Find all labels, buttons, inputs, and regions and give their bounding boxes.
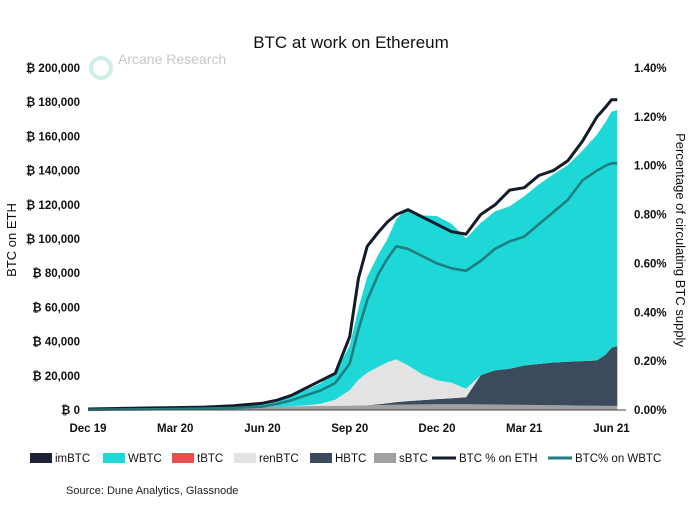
- area-wbtc: [88, 110, 618, 409]
- y-tick-label: ₿ 200,000: [26, 63, 80, 75]
- x-tick-label: Sep 20: [331, 423, 368, 435]
- y-tick-label: ₿ 60,000: [32, 302, 80, 314]
- legend-label: sBTC: [399, 453, 428, 465]
- legend-item-wbtc: WBTC: [103, 453, 162, 465]
- y-tick-label: ₿ 40,000: [32, 337, 80, 349]
- x-tick-label: Jun 21: [593, 423, 630, 435]
- x-axis: Dec 19 Mar 20 Jun 20 Sep 20 Dec 20 Mar 21 Jun …: [69, 423, 630, 435]
- y-tick-label: ₿ 120,000: [26, 200, 80, 212]
- x-tick-label: Dec 20: [418, 423, 455, 435]
- legend-item-hbtc: HBTC: [310, 453, 366, 465]
- line-btc-pct-on-eth: [87, 98, 618, 411]
- y-axis-left: ₿ 0 ₿ 20,000 ₿ 40,000 ₿ 60,000 ₿ 80,000 ₿ 100…: [26, 63, 80, 417]
- legend-label: BTC % on ETH: [459, 453, 538, 465]
- x-tick-label: Mar 20: [157, 423, 193, 435]
- y2-tick-label: 1.20%: [634, 112, 667, 124]
- legend-item-btc-pct-on-eth: BTC % on ETH: [432, 453, 538, 465]
- y-tick-label: ₿ 160,000: [26, 131, 80, 143]
- y-tick-label: ₿ 0: [61, 405, 80, 417]
- legend-item-renbtc: renBTC: [234, 453, 299, 465]
- area-hbtc: [88, 346, 618, 409]
- legend-label: BTC% on WBTC: [575, 453, 661, 465]
- y-tick-label: ₿ 140,000: [26, 166, 80, 178]
- legend-swatch: [172, 453, 194, 463]
- x-tick-label: Jun 20: [244, 423, 280, 435]
- legend-swatch: [374, 453, 396, 463]
- chart-title: BTC at work on Ethereum: [253, 33, 449, 52]
- y-tick-label: ₿ 80,000: [32, 268, 80, 280]
- legend-label: HBTC: [335, 453, 366, 465]
- stacked-areas: [88, 110, 618, 410]
- logo-icon: [89, 56, 113, 80]
- y2-tick-label: 0.20%: [634, 356, 667, 368]
- y-axis-label: BTC on ETH: [4, 203, 19, 277]
- area-renbtc: [88, 346, 618, 409]
- source-note: Source: Dune Analytics, Glassnode: [66, 485, 238, 497]
- legend-item-imbtc: imBTC: [30, 453, 90, 465]
- x-tick-label: Mar 21: [506, 423, 543, 435]
- legend: imBTC WBTC tBTC renBTC HBTC sBTC BTC % on ETH B…: [30, 453, 661, 465]
- y-tick-label: ₿ 180,000: [26, 97, 80, 109]
- legend-label: imBTC: [55, 453, 90, 465]
- legend-swatch: [103, 453, 125, 463]
- y-tick-label: ₿ 100,000: [26, 234, 80, 246]
- legend-label: renBTC: [259, 453, 299, 465]
- y2-tick-label: 1.40%: [634, 63, 667, 75]
- y2-tick-label: 1.00%: [634, 161, 667, 173]
- legend-item-tbtc: tBTC: [172, 453, 223, 465]
- legend-swatch: [234, 453, 256, 463]
- y-axis-right: 0.00% 0.20% 0.40% 0.60% 0.80% 1.00% 1.20% 1.40%: [634, 63, 667, 417]
- legend-label: tBTC: [197, 453, 223, 465]
- y2-tick-label: 0.80%: [634, 210, 667, 222]
- y2-tick-label: 0.60%: [634, 258, 667, 270]
- legend-item-sbtc: sBTC: [374, 453, 428, 465]
- logo-text: Arcane Research: [118, 51, 226, 67]
- legend-swatch: [30, 453, 52, 463]
- y2-axis-label: Percentage of circulating BTC supply: [673, 133, 688, 347]
- line-btcpct-on-wbtc: [87, 162, 618, 412]
- logo: Arcane Research: [89, 51, 226, 80]
- y2-tick-label: 0.40%: [634, 307, 667, 319]
- legend-swatch: [310, 453, 332, 463]
- legend-item-btcpct-on-wbtc: BTC% on WBTC: [548, 453, 661, 465]
- percentage-lines: [87, 98, 618, 412]
- x-tick-label: Dec 19: [69, 423, 106, 435]
- y2-tick-label: 0.00%: [634, 405, 667, 417]
- legend-label: WBTC: [128, 453, 162, 465]
- y-tick-label: ₿ 20,000: [32, 371, 80, 383]
